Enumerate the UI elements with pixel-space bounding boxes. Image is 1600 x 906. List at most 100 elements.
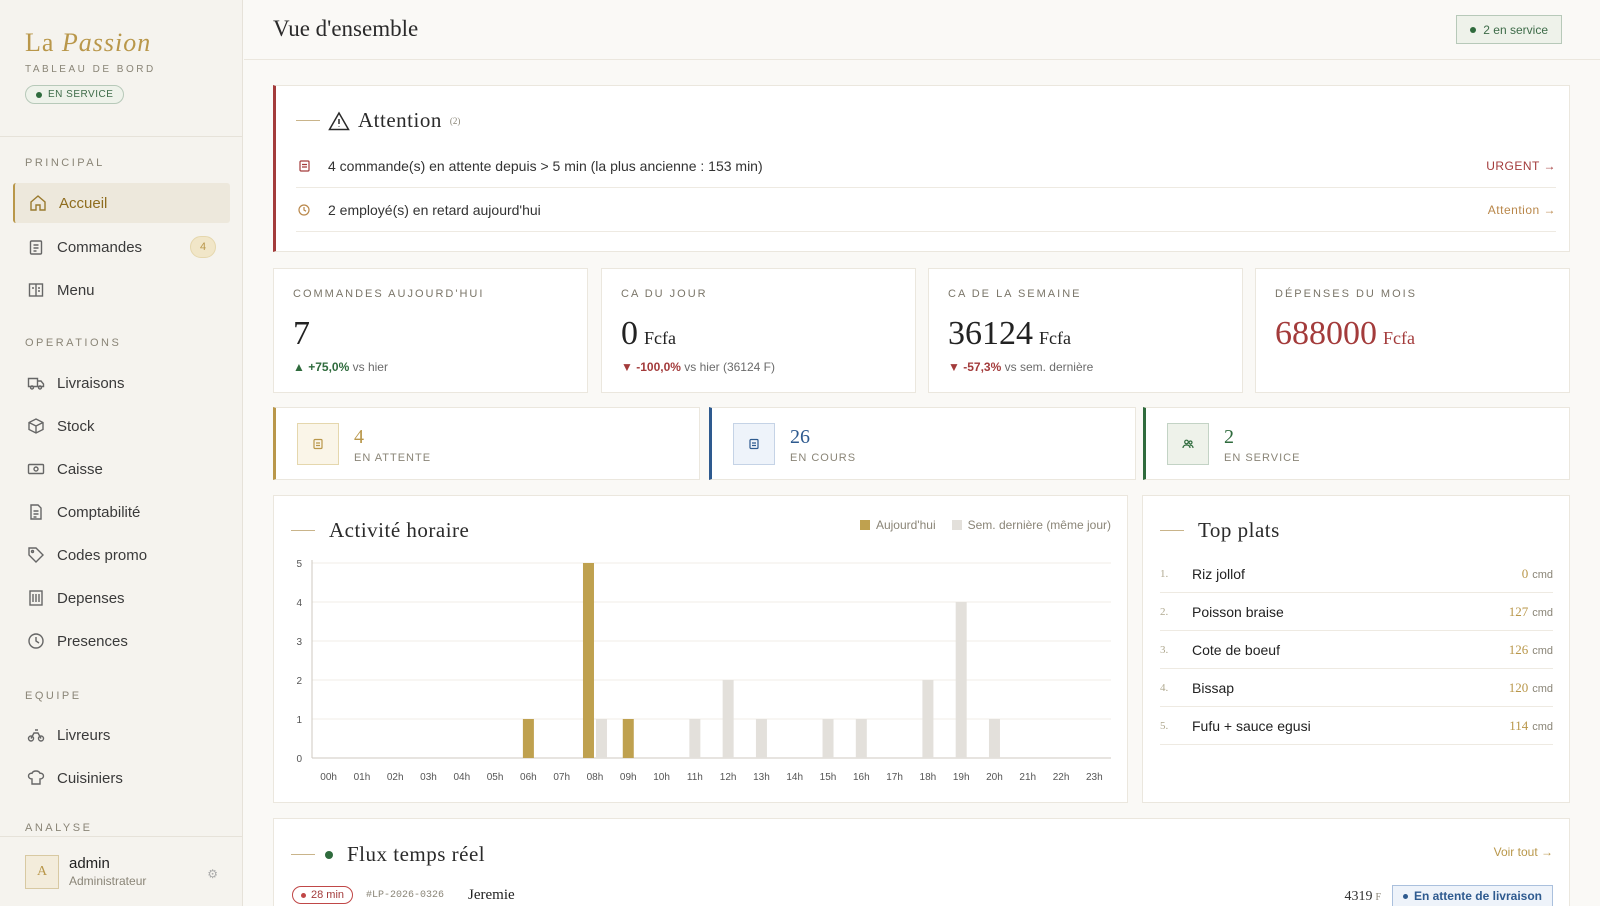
dish-count-value: 120: [1508, 679, 1529, 695]
alert-row[interactable]: 4 commande(s) en attente depuis > 5 min …: [296, 144, 1556, 188]
sidebar-item-livraisons[interactable]: Livraisons: [13, 363, 230, 403]
x-tick-label: 18h: [920, 772, 937, 783]
kpi-value: 36124 Fcfa: [948, 315, 1071, 353]
x-tick-label: 08h: [587, 772, 604, 783]
list-item[interactable]: 5. Fufu + sauce egusi 114 cmd: [1160, 707, 1553, 745]
arrow-down-icon: ▼: [621, 360, 633, 374]
list-item[interactable]: 3. Cote de boeuf 126 cmd: [1160, 631, 1553, 669]
sidebar-item-label: Accueil: [59, 194, 108, 212]
sidebar-item-caisse[interactable]: Caisse: [13, 449, 230, 489]
hourly-activity-chart-card: Activité horaire Aujourd'hui Sem. derniè…: [273, 495, 1128, 803]
sidebar-item-comptabilite[interactable]: Comptabilité: [13, 492, 230, 532]
x-tick-label: 23h: [1086, 772, 1103, 783]
x-tick-label: 13h: [753, 772, 770, 783]
kpi-delta-value: -100,0%: [636, 360, 681, 374]
sidebar-item-livreurs[interactable]: Livreurs: [13, 715, 230, 755]
users-icon: [1167, 423, 1209, 465]
sidebar-item-accueil[interactable]: Accueil: [13, 183, 230, 223]
sidebar-item-commandes[interactable]: Commandes 4: [13, 227, 230, 267]
legend-label: Sem. dernière (même jour): [967, 518, 1111, 532]
x-tick-label: 11h: [687, 772, 703, 783]
kpi-delta: ▼ -100,0% vs hier (36124 F): [621, 360, 775, 374]
sidebar-item-presences[interactable]: Presences: [13, 621, 230, 661]
stat-card-en-attente[interactable]: 4 EN ATTENTE: [273, 407, 700, 480]
bar-today: [582, 563, 594, 758]
stat-card-en-service[interactable]: 2 EN SERVICE: [1143, 407, 1570, 480]
kpi-number: 688000: [1275, 315, 1377, 352]
legend-item-last-week: Sem. dernière (même jour): [951, 518, 1111, 532]
order-status: En attente de livraison: [1413, 889, 1542, 903]
sidebar-item-stock[interactable]: Stock: [13, 406, 230, 446]
x-tick-label: 14h: [786, 772, 803, 783]
divider: [291, 854, 315, 855]
home-icon: [29, 194, 47, 212]
chef-hat-icon: [27, 769, 45, 787]
sidebar-item-codes-promo[interactable]: Codes promo: [13, 535, 230, 575]
x-tick-label: 15h: [820, 772, 837, 783]
x-tick-label: 07h: [553, 772, 570, 783]
kpi-value: 688000 Fcfa: [1275, 315, 1415, 353]
list-item[interactable]: 1. Riz jollof 0 cmd: [1160, 555, 1553, 593]
sidebar-item-label: Codes promo: [57, 546, 148, 564]
x-tick-label: 03h: [420, 772, 437, 783]
kpi-label: CA DU JOUR: [621, 288, 708, 300]
list-item[interactable]: 4. Bissap 120 cmd: [1160, 669, 1553, 707]
dish-count-unit: cmd: [1532, 568, 1553, 581]
alert-text: 4 commande(s) en attente depuis > 5 min …: [328, 157, 763, 174]
attention-link[interactable]: Attention →: [1487, 202, 1556, 217]
arrow-down-icon: ▼: [948, 360, 960, 374]
dish-count-value: 114: [1509, 717, 1529, 733]
top-plats-header: Top plats: [1160, 518, 1280, 543]
y-tick-label: 2: [296, 676, 302, 687]
top-plats-card: Top plats 1. Riz jollof 0 cmd 2. Poisson bra…: [1142, 495, 1570, 803]
brand-name: La: [25, 28, 55, 57]
kpi-delta: ▼ -57,3% vs sem. dernière: [948, 360, 1093, 374]
bar-last-week: [722, 680, 734, 758]
x-tick-label: 16h: [853, 772, 870, 783]
top-plats-title: Top plats: [1198, 518, 1280, 542]
urgent-link[interactable]: URGENT →: [1486, 158, 1556, 173]
dish-name: Fufu + sauce egusi: [1192, 717, 1311, 734]
user-profile[interactable]: A admin Administrateur ⚙: [0, 836, 243, 906]
sidebar-item-cuisiniers[interactable]: Cuisiniers: [13, 758, 230, 798]
order-status-badge[interactable]: En attente de livraison: [1391, 885, 1553, 906]
gear-icon[interactable]: ⚙: [207, 867, 218, 881]
dish-count-unit: cmd: [1532, 720, 1553, 733]
service-status-label: EN SERVICE: [48, 89, 114, 100]
dish-count: 126 cmd: [1509, 642, 1553, 658]
legend-label: Aujourd'hui: [875, 518, 936, 532]
order-customer[interactable]: Jeremie: [468, 887, 515, 903]
dish-rank: 2.: [1160, 605, 1169, 618]
order-currency: F: [1375, 892, 1381, 903]
truck-icon: [27, 374, 45, 392]
sidebar: La Passion TABLEAU DE BORD EN SERVICE PR…: [0, 0, 243, 906]
chart-header: Activité horaire: [291, 518, 469, 543]
status-dot-icon: [1402, 893, 1408, 899]
stat-value: 26: [790, 426, 810, 448]
bar-last-week: [822, 719, 834, 758]
stat-label: EN ATTENTE: [354, 452, 432, 464]
sidebar-item-label: Cuisiniers: [57, 769, 123, 787]
alert-text: 2 employé(s) en retard aujourd'hui: [328, 201, 541, 218]
arrow-up-icon: ▲: [293, 360, 305, 374]
brand-name-italic: Passion: [61, 28, 152, 57]
kpi-unit: Fcfa: [1383, 328, 1415, 348]
attention-panel: Attention (2) 4 commande(s) en attente d…: [273, 85, 1570, 252]
brand-logo[interactable]: La Passion: [25, 28, 217, 58]
stat-value: 2: [1224, 426, 1234, 448]
stat-label: EN SERVICE: [1224, 452, 1301, 464]
sidebar-item-menu[interactable]: Menu: [13, 270, 230, 310]
x-tick-label: 09h: [620, 772, 637, 783]
clock-icon: [27, 632, 45, 650]
kpi-value: 0 Fcfa: [621, 315, 676, 353]
voir-tout-link[interactable]: Voir tout →: [1493, 845, 1553, 859]
alert-row[interactable]: 2 employé(s) en retard aujourd'hui Atten…: [296, 188, 1556, 232]
cash-icon: [27, 460, 45, 478]
list-item[interactable]: 2. Poisson braise 127 cmd: [1160, 593, 1553, 631]
kpi-delta-value: +75,0%: [308, 360, 350, 374]
stat-card-en-cours[interactable]: 26 EN COURS: [709, 407, 1136, 480]
order-age-badge: 28 min: [292, 886, 354, 904]
sidebar-item-depenses[interactable]: Depenses: [13, 578, 230, 618]
dish-count-unit: cmd: [1532, 644, 1553, 657]
x-tick-label: 00h: [320, 772, 337, 783]
